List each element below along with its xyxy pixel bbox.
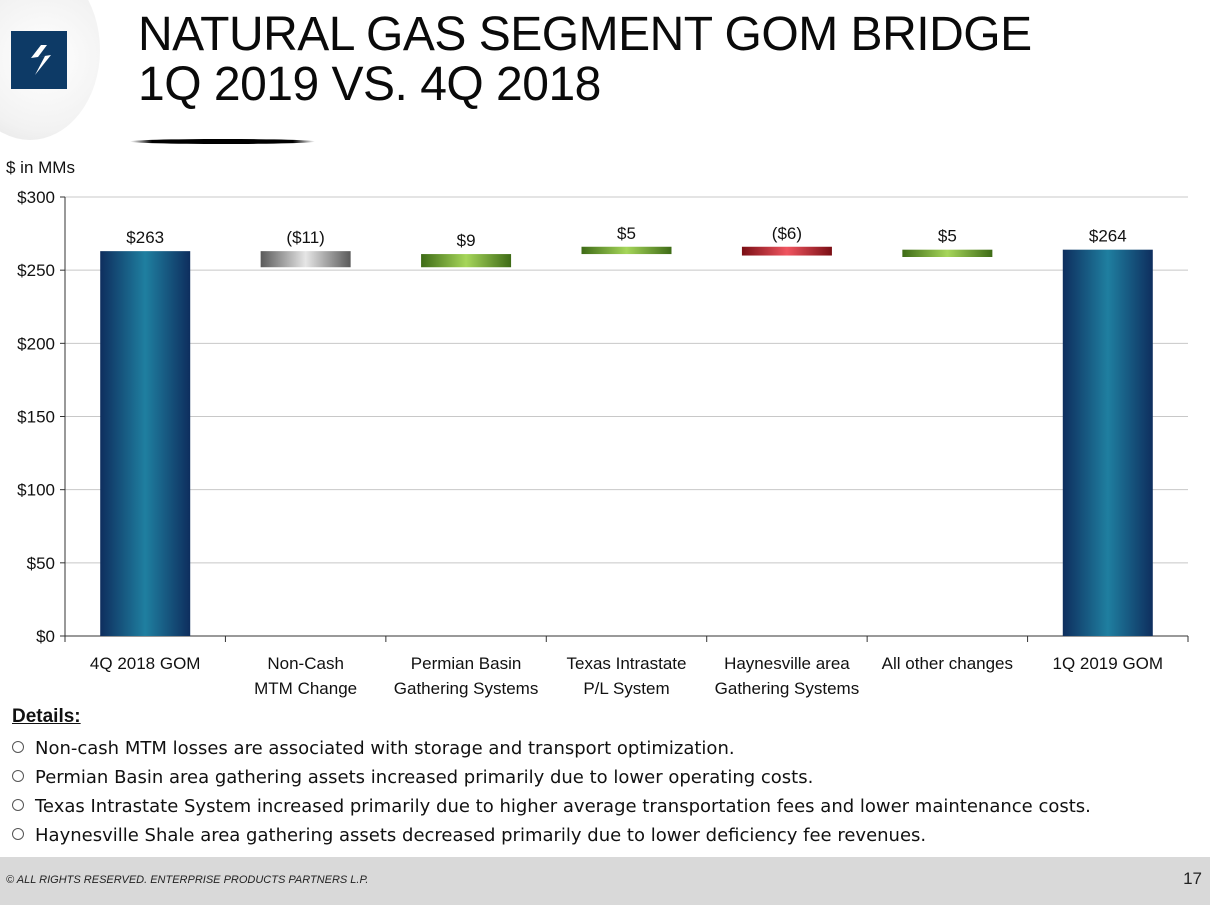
bar [260,251,351,268]
bullet-icon [12,828,24,840]
page-number: 17 [1183,869,1202,888]
waterfall-chart: $0 $50 $100 $150 $200 $250 $300 $263 ($11) $9 $5 ($… [17,188,1189,698]
data-label: $264 [1089,227,1127,246]
category-label: All other changes [882,654,1013,673]
category-label: Gathering Systems [715,679,860,698]
category-label: Haynesville area [724,654,850,673]
details-item: Texas Intrastate System increased primar… [12,792,1091,821]
details-list: Non-cash MTM losses are associated with … [12,734,1091,850]
footer-bar: © ALL RIGHTS RESERVED. ENTERPRISE PRODUC… [0,857,1210,905]
title-line-1: NATURAL GAS SEGMENT GOM BRIDGE [138,8,1032,61]
bar [902,249,993,257]
bar [421,254,512,268]
details-text: Haynesville Shale area gathering assets … [35,825,927,846]
data-label: $9 [457,231,476,250]
bar [1062,249,1153,636]
y-tick-label: $200 [17,334,55,353]
y-tick-label: $300 [17,188,55,207]
details-text: Texas Intrastate System increased primar… [35,796,1091,817]
data-label: ($11) [286,228,324,247]
bullet-icon [12,770,24,782]
details-item: Permian Basin area gathering assets incr… [12,763,1091,792]
bar [100,251,191,636]
bar [581,246,672,255]
category-label: Texas Intrastate [566,654,686,673]
details-item: Haynesville Shale area gathering assets … [12,821,1091,850]
title-line-2: 1Q 2019 VS. 4Q 2018 [138,58,601,111]
details-heading: Details: [12,706,81,727]
category-label: Gathering Systems [394,679,539,698]
y-tick-label: $100 [17,481,55,500]
bullet-icon [12,799,24,811]
category-label: 1Q 2019 GOM [1053,654,1164,673]
lightning-icon [31,45,51,75]
bar [741,246,832,256]
y-tick-label: $150 [17,408,55,427]
details-text: Non-cash MTM losses are associated with … [35,738,735,759]
category-label: 4Q 2018 GOM [90,654,201,673]
details-text: Permian Basin area gathering assets incr… [35,767,814,788]
y-tick-label: $250 [17,261,55,280]
category-label: P/L System [583,679,669,698]
y-tick-label: $50 [27,554,55,573]
category-label: MTM Change [254,679,357,698]
data-label: $263 [126,228,164,247]
unit-label: $ in MMs [6,158,75,177]
title-underline [130,139,315,144]
bullet-icon [12,741,24,753]
details-item: Non-cash MTM losses are associated with … [12,734,1091,763]
data-label: ($6) [772,224,802,243]
data-label: $5 [938,227,957,246]
category-label: Non-Cash [267,654,344,673]
category-label: Permian Basin [411,654,522,673]
copyright-text: © ALL RIGHTS RESERVED. ENTERPRISE PRODUC… [6,874,369,886]
data-label: $5 [617,224,636,243]
page-title: NATURAL GAS SEGMENT GOM BRIDGE 1Q 2019 V… [138,10,1032,110]
y-tick-label: $0 [36,627,55,646]
company-logo [11,31,67,89]
